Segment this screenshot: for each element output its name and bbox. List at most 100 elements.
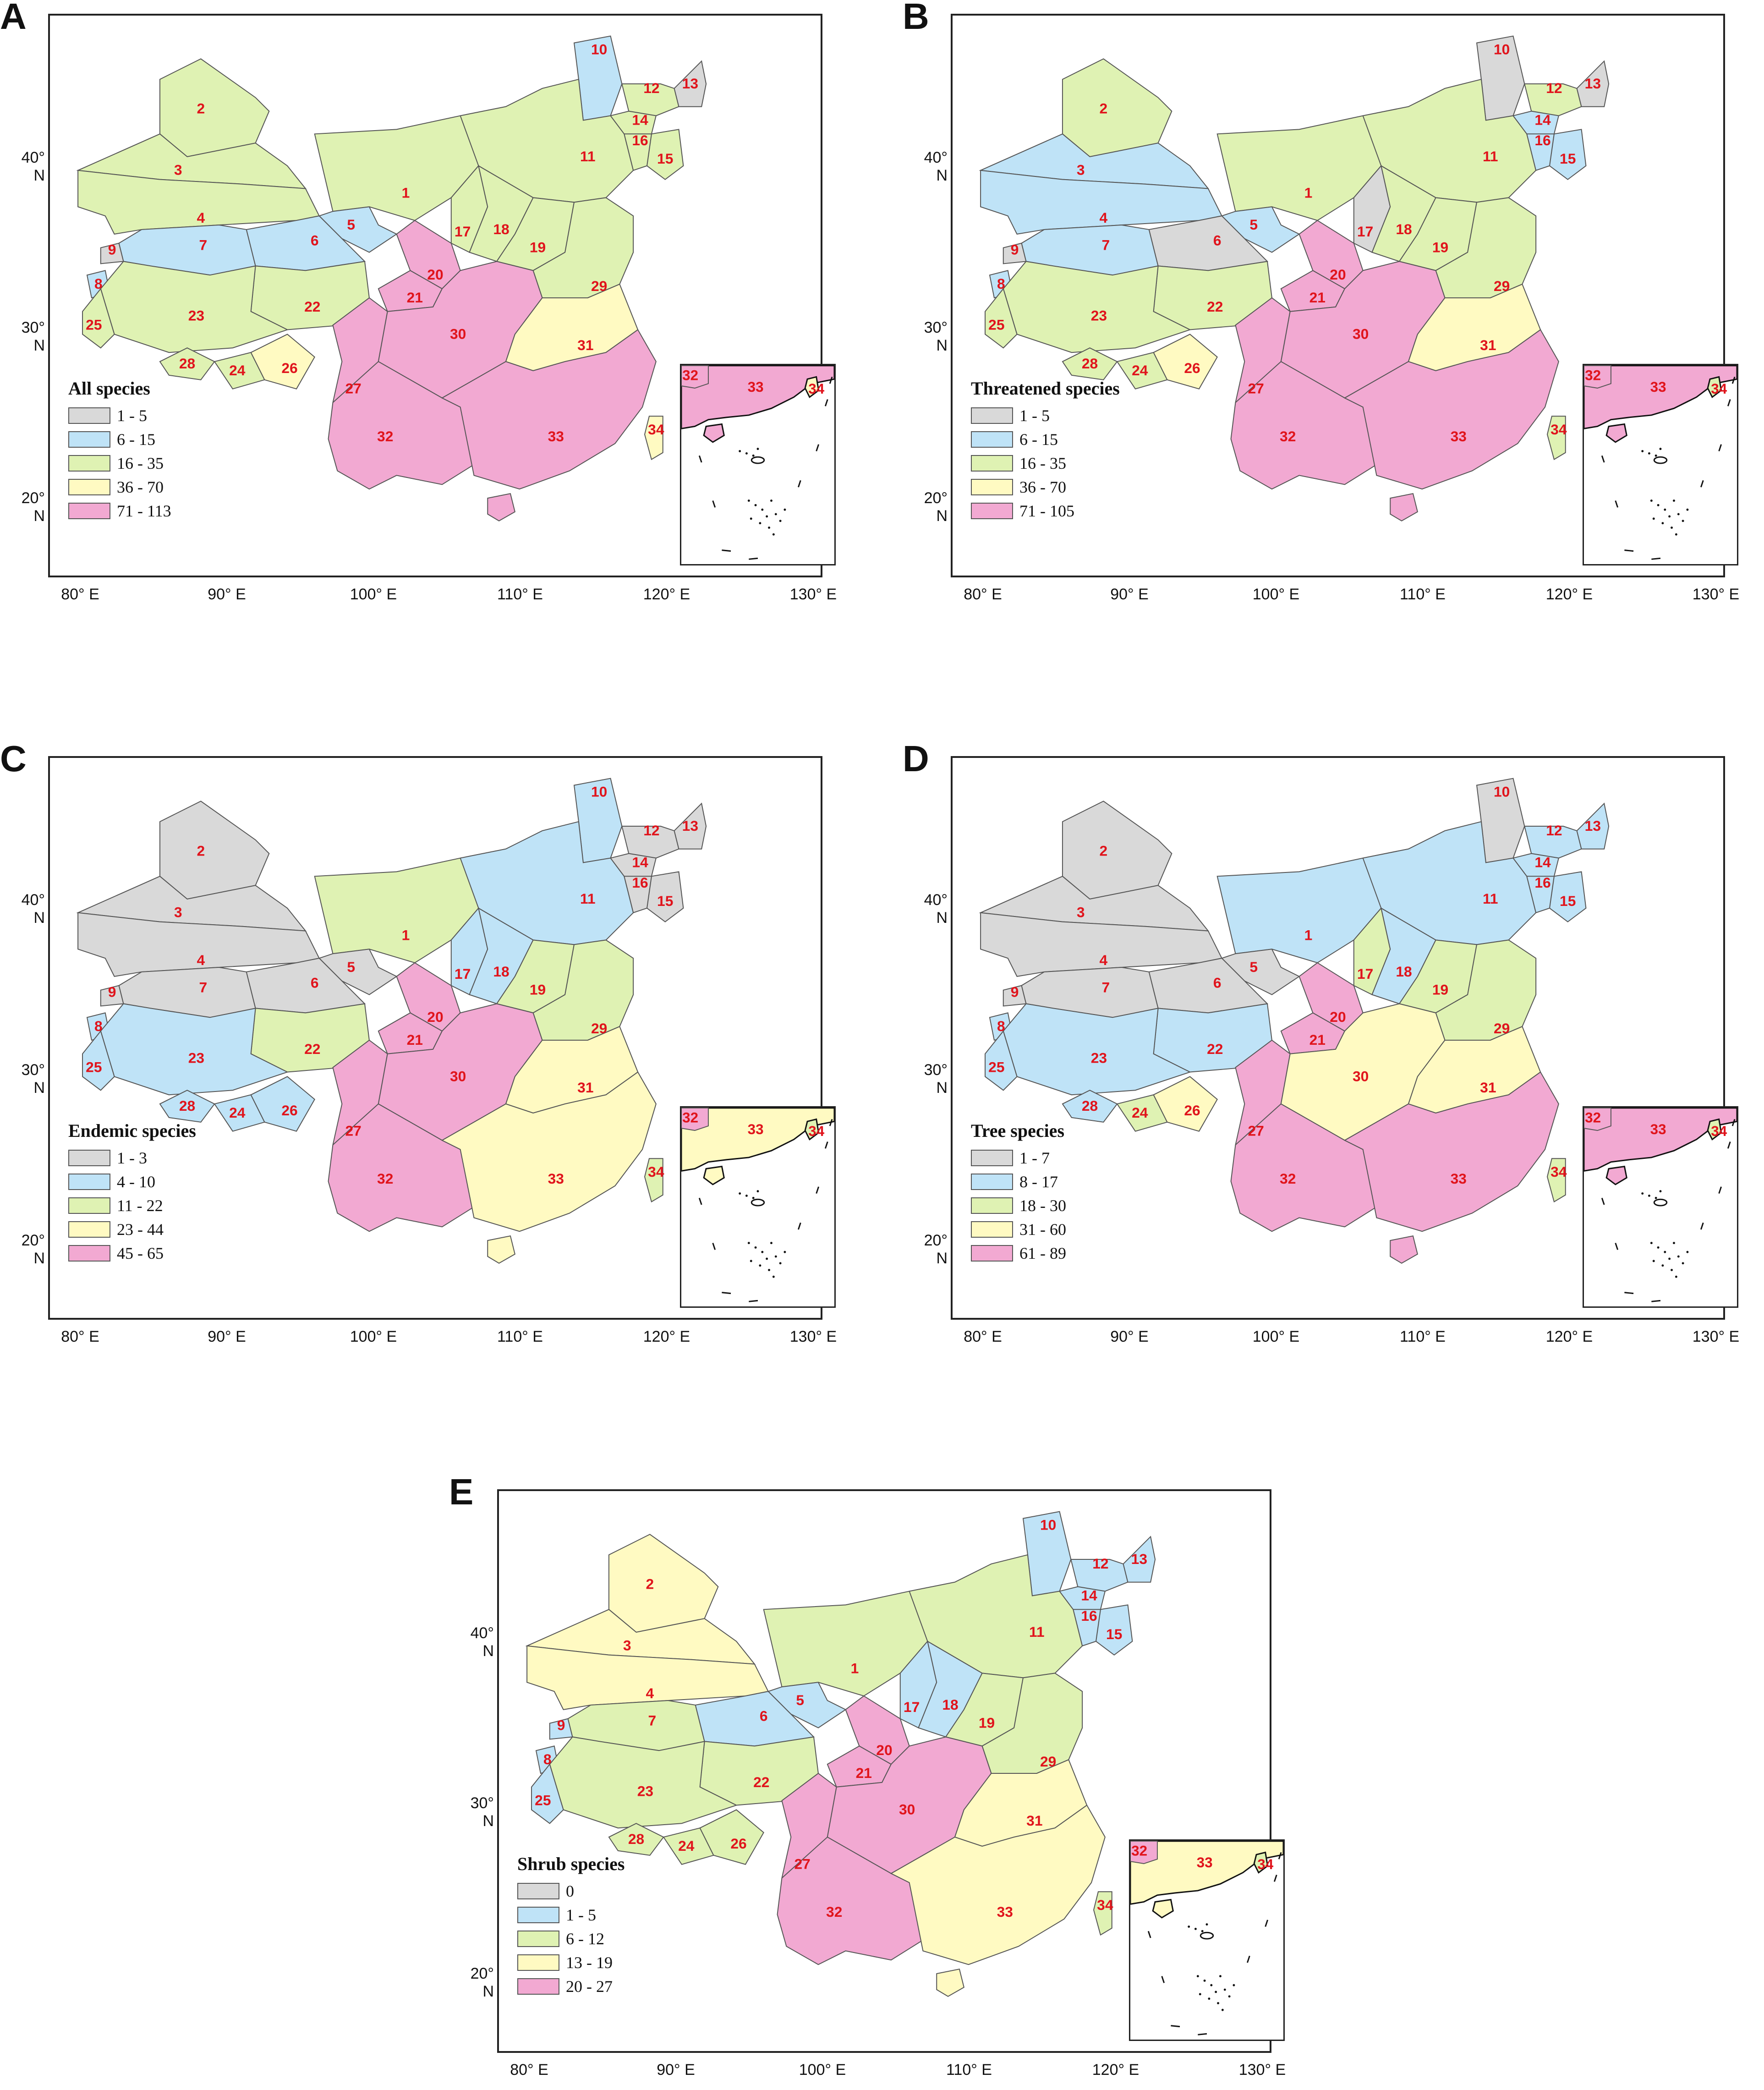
region-number-label: 25 [86, 317, 102, 333]
y-tick-label: 20° N [21, 1232, 45, 1267]
region-number-label: 16 [1534, 874, 1550, 891]
region-number-label: 12 [1546, 822, 1562, 839]
region-number-label: 6 [311, 232, 319, 249]
x-tick-label: 130° E [1238, 2061, 1286, 2079]
island-dot [1675, 1275, 1677, 1278]
x-tick-label: 120° E [643, 586, 690, 603]
legend-title: Shrub species [517, 1854, 625, 1874]
region-number-label: 1 [402, 184, 410, 201]
region-number-label: 17 [455, 965, 471, 982]
island-dot [783, 508, 786, 511]
region-number-label: 30 [1353, 1068, 1369, 1084]
x-tick-label: 120° E [1545, 586, 1593, 603]
legend-label: 16 - 35 [117, 454, 164, 472]
region-number-label: 19 [530, 239, 546, 256]
island-dot [774, 513, 777, 516]
region-number-label: 34 [1097, 1897, 1113, 1913]
island-dot [761, 508, 764, 511]
map-region-13 [1576, 802, 1610, 850]
map-region-32 [328, 1103, 479, 1232]
legend-label: 8 - 17 [1019, 1173, 1058, 1191]
legend-swatch [68, 431, 110, 448]
island-dot [739, 450, 741, 452]
region-number-label: 11 [1483, 148, 1498, 165]
legend-item: 16 - 35 [971, 451, 1120, 475]
region-number-label: 23 [637, 1783, 653, 1799]
region-number-label: 4 [197, 952, 205, 968]
map-region-28 [159, 347, 215, 380]
legend-label: 71 - 113 [117, 502, 171, 520]
y-tick-label: 30° N [470, 1794, 494, 1830]
region-number-label: 33 [1650, 1121, 1666, 1137]
boundary-dash [1731, 1119, 1736, 1126]
region-number-label: 27 [794, 1856, 810, 1872]
island-dot [1203, 1979, 1206, 1982]
legend-title: Endemic species [68, 1120, 196, 1141]
legend-title: Tree species [971, 1120, 1065, 1141]
region-number-label: 17 [1357, 965, 1373, 982]
region-number-label: 27 [1248, 380, 1264, 397]
region-number-label: 26 [1184, 1102, 1200, 1119]
region-number-label: 12 [643, 80, 659, 96]
hainan-island [487, 1235, 516, 1264]
island-dot [1221, 2008, 1224, 2011]
region-number-label: 12 [643, 822, 659, 839]
boundary-dash [824, 399, 828, 406]
legend-item: 13 - 19 [517, 1951, 625, 1975]
region-number-label: 2 [197, 100, 205, 117]
x-tick-label: 120° E [1545, 1328, 1593, 1345]
region-number-label: 10 [591, 41, 607, 57]
region-number-label: 18 [493, 221, 509, 237]
region-number-label: 31 [1480, 337, 1496, 353]
island-dot [747, 1242, 750, 1245]
x-tick-label: 130° E [1692, 586, 1740, 603]
hainan-island [1390, 1235, 1419, 1264]
map-region-33 [1343, 1071, 1559, 1232]
boundary-dash [1624, 549, 1634, 552]
map-region-28 [1062, 347, 1118, 380]
island-dot [774, 1255, 777, 1258]
map-region-32 [1230, 1103, 1382, 1232]
boundary-dash [1265, 1920, 1269, 1927]
map-region-32 [328, 361, 479, 490]
panel-e: E 1 2 3 4 5 6 7 8 9 10 11 12 13 14 15 16 17 18 19 20 21 22 23 2… [449, 1471, 1286, 2085]
legend-item: 61 - 89 [971, 1241, 1066, 1265]
region-number-label: 32 [682, 367, 698, 383]
region-number-label: 30 [450, 325, 466, 342]
region-number-label: 16 [632, 132, 648, 148]
legend: All species 1 - 5 6 - 15 16 - 35 36 - 70… [68, 378, 171, 523]
region-number-label: 10 [591, 783, 607, 800]
legend-label: 18 - 30 [1019, 1196, 1066, 1215]
island-dot [754, 504, 757, 506]
region-number-label: 17 [904, 1699, 920, 1715]
map-region-25 [82, 287, 115, 349]
region-number-label: 15 [657, 150, 673, 167]
region-number-label: 34 [648, 421, 664, 438]
region-number-label: 11 [1029, 1624, 1045, 1640]
region-number-label: 24 [678, 1838, 695, 1854]
x-tick-label: 90° E [1110, 586, 1149, 603]
island-dot [1664, 1251, 1666, 1253]
legend-swatch [68, 1221, 110, 1238]
legend-item: 6 - 15 [68, 428, 171, 451]
legend-item: 71 - 105 [971, 499, 1120, 523]
island-dot [1652, 517, 1655, 520]
region-number-label: 9 [108, 241, 116, 258]
boundary-dash [1727, 399, 1731, 406]
legend-item: 1 - 5 [68, 404, 171, 428]
map-region-26 [699, 1809, 764, 1865]
inset-map: 32 33 34 [681, 365, 834, 560]
region-number-label: 33 [548, 1170, 564, 1187]
region-number-label: 13 [1585, 817, 1601, 834]
y-tick-label: 30° N [924, 319, 948, 354]
x-tick-label: 130° E [789, 586, 837, 603]
boundary-dash [1615, 500, 1619, 508]
map-region-33 [1343, 329, 1559, 490]
island-dot [766, 1257, 768, 1260]
boundary-dash [1273, 1875, 1277, 1882]
region-number-label: 20 [427, 266, 443, 283]
legend-label: 71 - 105 [1019, 502, 1074, 520]
region-number-label: 21 [1309, 1031, 1326, 1048]
map-region-23 [100, 1003, 289, 1096]
